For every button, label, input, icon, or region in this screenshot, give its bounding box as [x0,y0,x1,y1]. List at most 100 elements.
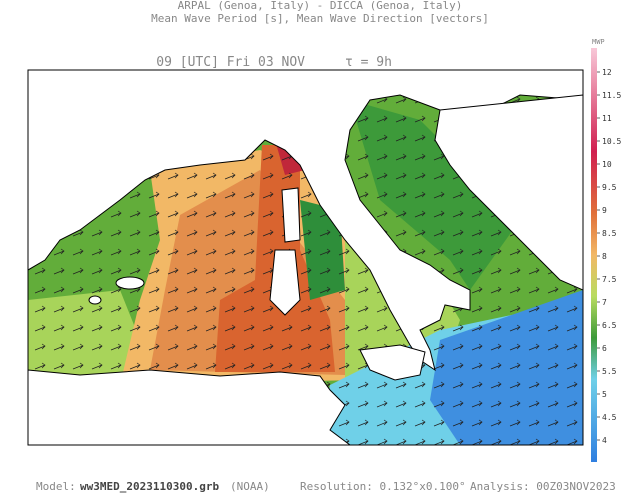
direction-arrow [338,267,350,275]
direction-arrow [300,229,312,237]
direction-arrow [509,248,521,256]
direction-arrow [148,210,160,218]
direction-arrow [490,381,502,389]
direction-arrow [547,343,559,351]
direction-arrow [376,305,388,313]
direction-arrow [528,419,540,427]
direction-arrow [224,210,236,218]
direction-arrow [490,229,502,237]
direction-arrow [338,343,350,351]
direction-arrow [91,324,103,332]
colorbar-tick-label: 10 [602,160,612,169]
direction-arrow [433,324,445,332]
direction-arrow [566,419,578,427]
direction-arrow [471,305,483,313]
direction-arrow [547,362,559,370]
direction-arrow [357,286,369,294]
direction-arrow [53,362,65,370]
direction-arrow [243,248,255,256]
direction-arrow [471,286,483,294]
direction-arrow [509,305,521,313]
direction-arrow [224,229,236,237]
direction-arrow [395,438,407,445]
colorbar-tick-label: 5.5 [602,367,617,376]
direction-arrow [566,305,578,313]
direction-arrow [129,305,141,313]
direction-arrow [414,134,426,142]
direction-arrow [53,343,65,351]
direction-arrow [224,248,236,256]
direction-arrow [471,267,483,275]
colorbar-tick-label: 7.5 [602,275,617,284]
direction-arrow [414,400,426,408]
direction-arrow [433,210,445,218]
direction-arrow [148,324,160,332]
direction-arrow [72,267,84,275]
direction-arrow [167,305,179,313]
map-time: 09 [UTC] Fri 03 NOV [156,55,305,70]
direction-arrow [262,191,274,199]
direction-arrow [243,210,255,218]
land [28,369,351,445]
direction-arrow [281,343,293,351]
direction-arrow [528,400,540,408]
direction-arrow [357,400,369,408]
direction-arrow [243,343,255,351]
direction-arrow [471,324,483,332]
direction-arrow [319,305,331,313]
direction-arrow [129,343,141,351]
direction-arrow [205,343,217,351]
colorbar-tick-label: 4 [602,436,607,445]
direction-arrow [433,343,445,351]
direction-arrow [528,438,540,445]
direction-arrow [433,362,445,370]
direction-arrow [395,210,407,218]
direction-arrow [566,438,578,445]
direction-arrow [376,153,388,161]
direction-arrow [528,305,540,313]
direction-arrow [262,248,274,256]
direction-arrow [452,267,464,275]
direction-arrow [471,419,483,427]
direction-arrow [395,419,407,427]
direction-arrow [53,305,65,313]
direction-arrow [205,172,217,180]
direction-arrow [243,305,255,313]
sea-zone [350,100,520,290]
direction-arrow [528,267,540,275]
direction-arrow [167,210,179,218]
direction-arrow [357,172,369,180]
direction-arrow [452,229,464,237]
direction-arrow [262,172,274,180]
colorbar-tick-label: 4.5 [602,413,617,422]
direction-arrow [300,210,312,218]
direction-arrow [490,286,502,294]
direction-arrow [452,438,464,445]
direction-arrow [471,400,483,408]
direction-arrow [110,267,122,275]
direction-arrow [34,305,46,313]
direction-arrow [376,438,388,445]
direction-arrow [186,362,198,370]
colorbar [591,48,597,462]
direction-arrow [243,267,255,275]
direction-arrow [528,343,540,351]
direction-arrow [376,419,388,427]
direction-arrow [433,172,445,180]
direction-arrow [509,400,521,408]
map-frame [27,69,584,446]
direction-arrow [376,191,388,199]
direction-arrow [452,324,464,332]
direction-arrow [471,210,483,218]
direction-arrow [148,362,160,370]
direction-arrow [205,229,217,237]
direction-arrow [395,172,407,180]
direction-arrow [490,362,502,370]
direction-arrow [395,134,407,142]
direction-arrow [129,210,141,218]
footer-analysis: Analysis: 00Z03NOV2023 [470,480,616,493]
direction-arrow [72,324,84,332]
direction-arrow [414,115,426,123]
direction-arrow [566,286,578,294]
direction-arrow [148,248,160,256]
